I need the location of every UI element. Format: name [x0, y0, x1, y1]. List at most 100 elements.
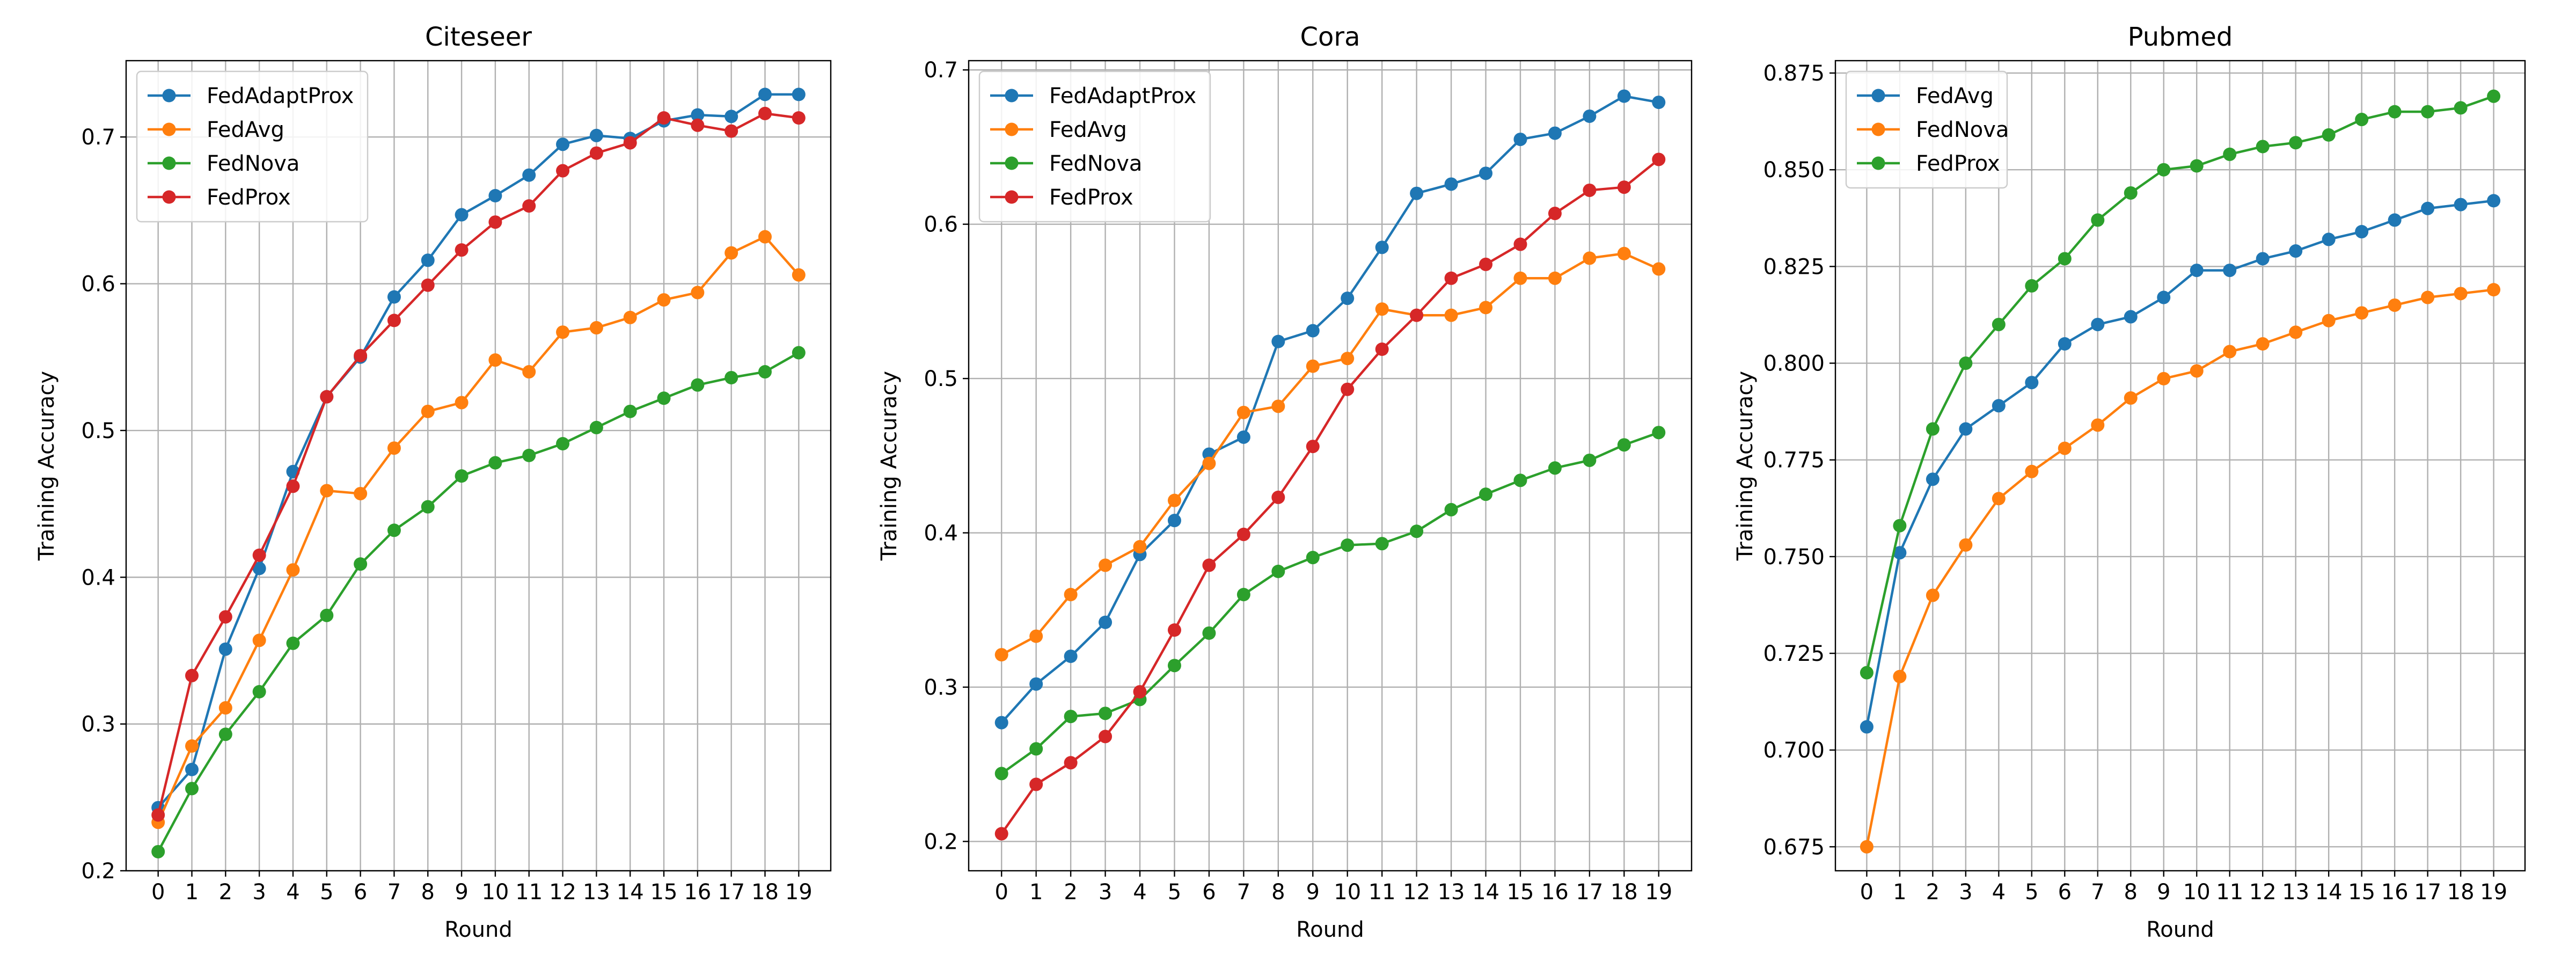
y-axis-label: Training Accuracy — [877, 371, 902, 561]
data-point — [1306, 359, 1320, 373]
x-tick-label: 3 — [1099, 880, 1112, 905]
x-tick-label: 18 — [751, 880, 779, 905]
axes-frame — [1834, 60, 2526, 872]
data-point — [1479, 166, 1493, 180]
x-tick-label: 18 — [2447, 880, 2475, 905]
data-point — [185, 782, 199, 796]
data-point — [2322, 232, 2336, 246]
data-point — [1236, 430, 1250, 444]
data-point — [252, 548, 266, 562]
x-tick-label: 1 — [1029, 880, 1043, 905]
legend-item-fedprox: FedProx — [148, 185, 291, 210]
x-tick-label: 13 — [583, 880, 610, 905]
data-point — [2421, 105, 2435, 119]
y-tick-label: 0.6 — [81, 272, 115, 297]
data-point — [2454, 198, 2468, 212]
data-point — [151, 808, 165, 822]
x-tick-label: 3 — [1959, 880, 1972, 905]
data-point — [657, 391, 671, 405]
data-point — [1029, 742, 1043, 756]
y-tick-label: 0.7 — [924, 58, 958, 83]
data-point — [1271, 490, 1285, 504]
x-tick-label: 5 — [320, 880, 333, 905]
data-point — [1860, 720, 1874, 734]
y-tick-label: 0.800 — [1763, 352, 1825, 376]
legend-label: FedNova — [207, 151, 299, 176]
y-tick-label: 0.700 — [1763, 738, 1825, 763]
data-point — [1992, 399, 2006, 413]
data-point — [994, 767, 1008, 781]
data-point — [589, 146, 603, 160]
legend-item-fedavg: FedAvg — [148, 118, 284, 142]
chart-title: Cora — [1300, 22, 1360, 52]
data-point — [2058, 252, 2072, 266]
x-tick-label: 4 — [286, 880, 299, 905]
data-point — [2421, 201, 2435, 215]
data-point — [2487, 89, 2501, 103]
data-point — [1652, 426, 1666, 440]
series-line — [1000, 431, 1659, 775]
x-tick-label: 12 — [549, 880, 576, 905]
x-tick-label: 4 — [1133, 880, 1146, 905]
y-tick-label: 0.2 — [924, 829, 958, 854]
data-point — [556, 436, 570, 450]
data-point — [724, 370, 738, 384]
x-tick-label: 19 — [785, 880, 813, 905]
x-tick-label: 12 — [2249, 880, 2277, 905]
chart-title: Citeseer — [425, 22, 532, 52]
legend-label: FedAdaptProx — [1049, 84, 1196, 108]
data-point — [1167, 493, 1181, 507]
data-point — [2025, 376, 2039, 390]
legend-item-fednova: FedNova — [990, 151, 1142, 176]
data-point — [2124, 310, 2138, 324]
data-point — [218, 642, 232, 656]
legend-label: FedNova — [1916, 118, 2009, 142]
data-point — [1548, 271, 1562, 285]
data-point — [1341, 352, 1355, 366]
legend: FedAvg FedNova FedProx — [1845, 70, 2009, 189]
x-tick-label: 15 — [2348, 880, 2375, 905]
axes-frame — [125, 60, 832, 872]
data-point — [1271, 564, 1285, 578]
data-point — [556, 164, 570, 178]
data-point — [488, 353, 502, 367]
x-tick-label: 14 — [2315, 880, 2343, 905]
x-tick-label: 17 — [1576, 880, 1603, 905]
y-tick-label: 0.7 — [81, 125, 115, 150]
x-tick-label: 2 — [1926, 880, 1940, 905]
x-tick-label: 7 — [2091, 880, 2104, 905]
legend-swatch-marker — [1871, 156, 1885, 170]
data-point — [2256, 252, 2270, 266]
data-point — [387, 290, 401, 304]
data-point — [354, 557, 368, 571]
data-point — [387, 441, 401, 455]
data-point — [455, 243, 469, 257]
data-point — [2289, 244, 2303, 258]
data-point — [2388, 213, 2402, 227]
data-point — [1617, 180, 1631, 194]
legend-box — [978, 70, 1211, 223]
chart-panel-cora: 0 1 2 3 4 5 6 7 8 9 10 11 12 13 14 15 16 17 18 190.20.30.40… — [877, 22, 1693, 942]
legend-label: FedProx — [207, 185, 291, 210]
data-point — [2025, 279, 2039, 293]
series-fedprox — [151, 106, 806, 822]
data-point — [2157, 290, 2171, 304]
x-tick-label: 7 — [1237, 880, 1250, 905]
x-tick-label: 3 — [252, 880, 266, 905]
data-point — [1548, 126, 1562, 140]
x-tick-label: 0 — [995, 880, 1008, 905]
data-point — [1064, 710, 1078, 724]
y-tick-label: 0.3 — [924, 675, 958, 700]
data-point — [2157, 163, 2171, 177]
data-point — [1959, 538, 1973, 552]
x-axis-label: Round — [1296, 917, 1364, 942]
data-point — [2190, 364, 2204, 378]
data-point — [792, 346, 806, 360]
data-point — [1479, 487, 1493, 501]
data-point — [724, 124, 738, 138]
data-point — [691, 108, 705, 122]
data-point — [1444, 271, 1458, 285]
legend-label: FedAvg — [207, 118, 284, 142]
data-point — [994, 716, 1008, 730]
